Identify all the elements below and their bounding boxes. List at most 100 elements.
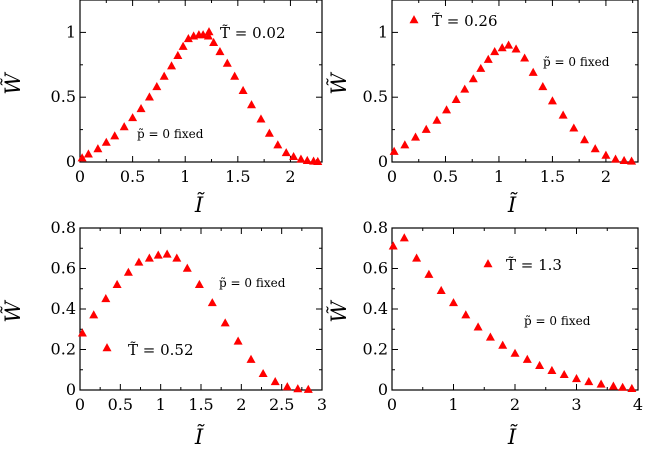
data-point <box>510 348 520 357</box>
x-tick-label: 1.5 <box>540 167 565 186</box>
chart-panel-3: 0 0.5 1 1.5 2 2.5 3 0 0.2 0.4 0.6 0.8 Ĩ W̃ T̃ = 0.52 p̃… <box>1 218 327 449</box>
y-axis-label: W̃ <box>1 71 25 95</box>
data-point <box>258 368 268 378</box>
data-point <box>476 63 486 72</box>
legend-marker <box>102 343 112 352</box>
y-tick-label: 0 <box>378 152 388 171</box>
data-point <box>559 369 569 379</box>
data-point <box>293 384 303 393</box>
data-point <box>528 67 538 76</box>
data-point <box>134 257 144 266</box>
data-point <box>400 140 410 149</box>
legend-marker <box>409 15 419 24</box>
data-point <box>222 58 232 67</box>
pressure-annotation: p̃ = 0 fixed <box>137 127 204 141</box>
data-point <box>442 105 452 114</box>
y-tick-label: 0.8 <box>363 218 388 237</box>
x-tick-label: 2 <box>510 395 520 414</box>
data-point <box>101 294 111 303</box>
pressure-annotation: p̃ = 0 fixed <box>543 55 610 69</box>
x-tick-label: 0.5 <box>108 395 133 414</box>
data-point <box>498 340 508 349</box>
x-tick-label: 2 <box>236 395 246 414</box>
data-point <box>569 123 579 132</box>
plot-frame <box>79 0 323 163</box>
data-point <box>584 377 594 386</box>
x-axis-label: Ĩ <box>507 425 518 449</box>
data-point <box>77 153 87 162</box>
plot-frame <box>79 227 323 391</box>
data-point <box>136 104 146 113</box>
y-tick-label: 0.8 <box>51 218 76 237</box>
data-point <box>411 132 421 141</box>
data-point <box>110 131 120 140</box>
data-point <box>601 150 611 159</box>
data-point <box>256 114 266 123</box>
x-tick-label: 1 <box>156 395 166 414</box>
data-point <box>313 156 323 165</box>
y-tick-label: 0.6 <box>51 259 76 278</box>
data-point <box>558 110 568 119</box>
x-tick-label: 2 <box>285 167 295 186</box>
y-tick-label: 0.2 <box>51 340 76 359</box>
temperature-annotation: T̃ = 0.52 <box>128 341 194 359</box>
data-point <box>93 144 103 153</box>
data-point <box>89 310 99 319</box>
data-point <box>173 50 183 59</box>
data-point <box>511 44 521 53</box>
data-point <box>572 374 581 383</box>
data-point <box>281 148 291 157</box>
y-axis-label: W̃ <box>327 71 351 95</box>
x-tick-label: 2 <box>601 167 611 186</box>
data-point <box>207 298 217 307</box>
data-point <box>215 46 225 56</box>
data-point <box>608 381 618 390</box>
x-tick-label: 0 <box>387 395 397 414</box>
data-point <box>535 360 545 369</box>
data-point <box>460 84 470 93</box>
x-tick-label: 0.5 <box>120 167 145 186</box>
x-tick-label: 0.5 <box>433 167 458 186</box>
data-point <box>183 34 193 43</box>
data-point <box>194 279 204 288</box>
plot-frame <box>391 227 639 391</box>
y-tick-label: 1 <box>378 22 388 41</box>
data-point <box>119 122 129 131</box>
x-tick-label: 0 <box>75 395 85 414</box>
x-tick-label: 4 <box>633 395 643 414</box>
x-tick-label: 1 <box>494 167 504 186</box>
data-point <box>203 31 213 40</box>
data-point <box>233 336 243 345</box>
x-tick-label: 1 <box>180 167 190 186</box>
data-point <box>547 365 557 375</box>
data-point <box>282 382 292 391</box>
data-point <box>302 155 312 164</box>
data-point <box>538 81 548 91</box>
data-point <box>159 71 169 80</box>
data-point <box>289 151 299 161</box>
data-point <box>144 253 154 262</box>
y-axis-label: W̃ <box>1 299 25 323</box>
data-point <box>167 61 177 70</box>
data-point <box>273 140 283 149</box>
data-point <box>220 318 230 327</box>
data-point <box>153 250 163 259</box>
data-point <box>296 154 306 163</box>
data-point <box>83 149 93 158</box>
data-point <box>473 322 483 331</box>
data-point <box>264 128 274 137</box>
x-axis-label: Ĩ <box>194 425 205 449</box>
data-point <box>412 253 422 262</box>
data-point <box>468 74 478 83</box>
data-point <box>436 285 446 295</box>
x-tick-label: 3 <box>317 395 327 414</box>
data-point <box>451 94 461 104</box>
data-point <box>388 241 398 250</box>
data-point <box>596 379 606 388</box>
data-point <box>247 100 257 109</box>
data-point <box>449 298 458 307</box>
y-tick-label: 0 <box>378 380 388 399</box>
data-point <box>611 154 621 163</box>
data-point <box>270 377 280 386</box>
